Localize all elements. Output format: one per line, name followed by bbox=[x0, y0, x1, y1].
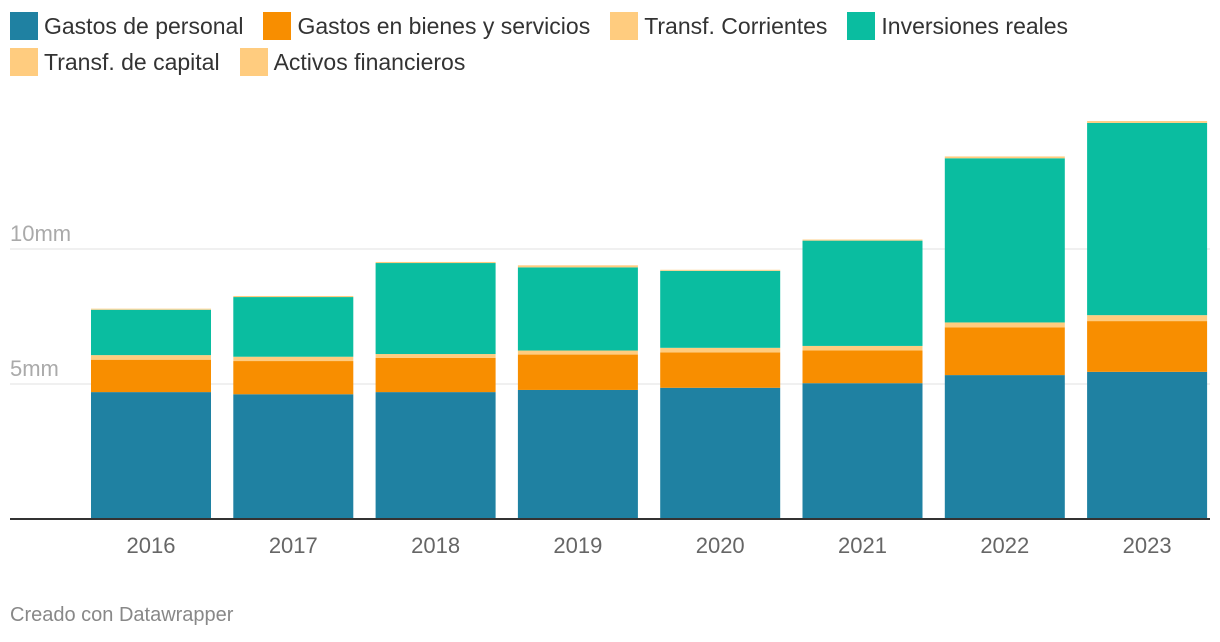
legend-label: Gastos en bienes y servicios bbox=[297, 12, 591, 39]
bar-segment bbox=[233, 356, 354, 362]
bar-segment bbox=[91, 309, 211, 310]
x-tick-label: 2021 bbox=[838, 533, 887, 558]
bar-segment bbox=[91, 359, 211, 393]
x-tick-label: 2022 bbox=[980, 533, 1029, 558]
bar-segment bbox=[233, 394, 354, 519]
bar-segment bbox=[1087, 122, 1208, 316]
bar-segment bbox=[91, 309, 211, 356]
legend-label: Activos financieros bbox=[273, 48, 466, 75]
bar-segment bbox=[802, 240, 923, 241]
bar-segment bbox=[944, 327, 1065, 376]
bar-segment bbox=[375, 354, 496, 358]
y-tick-label: 5mm bbox=[10, 356, 59, 381]
legend-item-gastos-de-personal: Gastos de personal bbox=[10, 12, 243, 40]
bar-segment bbox=[375, 262, 496, 264]
bar-segment bbox=[802, 345, 923, 351]
legend-item-transf-de-capital: Transf. de capital bbox=[10, 48, 220, 76]
legend-label: Transf. de capital bbox=[44, 48, 220, 75]
legend-row: Gastos de personal Gastos en bienes y se… bbox=[10, 8, 1210, 44]
bar-segment bbox=[660, 269, 781, 271]
legend-label: Gastos de personal bbox=[44, 12, 244, 39]
chart-legend: Gastos de personal Gastos en bienes y se… bbox=[10, 8, 1210, 80]
bar-segment bbox=[233, 361, 354, 395]
bar-segment bbox=[944, 375, 1065, 519]
bar-segment bbox=[1087, 121, 1208, 122]
bar-segment bbox=[517, 267, 638, 351]
bar-segment bbox=[233, 296, 354, 298]
legend-item-activos-financieros: Activos financieros bbox=[239, 48, 466, 76]
bar-segment bbox=[517, 265, 638, 266]
bar-segment bbox=[517, 354, 638, 390]
bar-segment bbox=[375, 357, 496, 393]
bar-segment bbox=[660, 270, 781, 348]
bar-segment bbox=[944, 158, 1065, 323]
legend-item-gastos-en-bienes-y-servicios: Gastos en bienes y servicios bbox=[263, 12, 590, 40]
bar-segment bbox=[802, 239, 923, 241]
bar-segment bbox=[944, 322, 1065, 328]
legend-label: Inversiones reales bbox=[881, 12, 1069, 39]
legend-swatch bbox=[10, 12, 38, 40]
bar-segment bbox=[660, 270, 781, 271]
y-tick-label: 10mm bbox=[10, 221, 71, 246]
legend-swatch bbox=[847, 12, 876, 40]
legend-swatch bbox=[10, 48, 38, 76]
bar-segment bbox=[375, 261, 496, 263]
legend-swatch bbox=[610, 12, 639, 40]
bar-segment bbox=[802, 383, 923, 519]
bar-segment bbox=[944, 156, 1065, 157]
bar-segment bbox=[802, 240, 923, 346]
x-tick-label: 2016 bbox=[127, 533, 176, 558]
bar-segment bbox=[91, 308, 211, 310]
bar-segment bbox=[517, 389, 638, 519]
x-tick-label: 2020 bbox=[696, 533, 745, 558]
x-tick-label: 2019 bbox=[553, 533, 602, 558]
bar-segment bbox=[1087, 321, 1208, 372]
legend-label: Transf. Corrientes bbox=[644, 12, 828, 39]
x-tick-label: 2017 bbox=[269, 533, 318, 558]
legend-swatch bbox=[239, 48, 268, 76]
bar-segment bbox=[233, 297, 354, 357]
credit-text: Creado con Datawrapper bbox=[10, 604, 234, 626]
bar-segment bbox=[517, 265, 638, 268]
bar-segment bbox=[375, 392, 496, 519]
bar-segment bbox=[660, 347, 781, 353]
bar-segment bbox=[660, 352, 781, 388]
bar-segment bbox=[517, 350, 638, 355]
x-tick-label: 2018 bbox=[411, 533, 460, 558]
bar-segment bbox=[91, 392, 211, 519]
bar-segment bbox=[1087, 121, 1208, 123]
legend-swatch bbox=[263, 12, 292, 40]
bar-segment bbox=[375, 263, 496, 355]
bar-segment bbox=[91, 355, 211, 360]
legend-item-inversiones-reales: Inversiones reales bbox=[847, 12, 1068, 40]
bar-segment bbox=[233, 295, 354, 297]
bar-segment bbox=[660, 387, 781, 519]
bar-segment bbox=[802, 350, 923, 384]
bar-segment bbox=[1087, 315, 1208, 322]
bar-segment bbox=[944, 156, 1065, 159]
bar-segment bbox=[1087, 371, 1208, 519]
legend-item-transf-corrientes: Transf. Corrientes bbox=[610, 12, 827, 40]
x-tick-label: 2023 bbox=[1123, 533, 1172, 558]
legend-row: Transf. de capital Activos financieros bbox=[10, 44, 1210, 80]
